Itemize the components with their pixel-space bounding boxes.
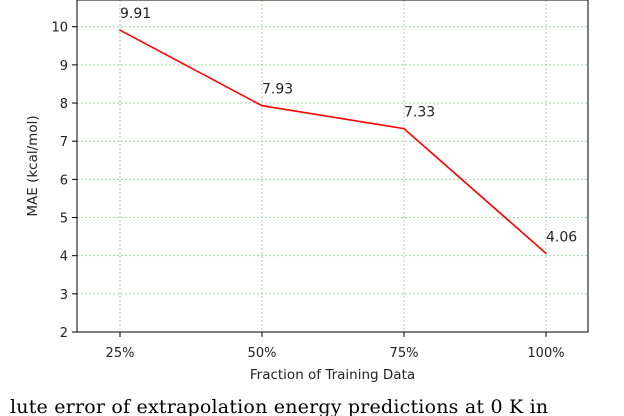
y-tick-label: 6 <box>60 173 68 188</box>
x-tick-label: 50% <box>248 346 277 361</box>
y-axis-ticks: 2 3 4 5 6 7 8 9 10 <box>51 21 77 341</box>
data-label: 7.33 <box>404 105 435 121</box>
x-axis-title: Fraction of Training Data <box>250 367 415 383</box>
x-axis-ticks: 25% 50% 75% 100% <box>106 332 565 361</box>
y-axis-title: MAE (kcal/mol) <box>25 115 41 216</box>
y-tick-label: 2 <box>60 326 68 341</box>
grid-lines <box>77 0 588 332</box>
y-tick-label: 5 <box>60 212 68 227</box>
caption-text: lute error of extrapolation energy predi… <box>10 396 549 416</box>
y-tick-label: 4 <box>60 250 68 265</box>
y-tick-label: 3 <box>60 288 68 303</box>
figure-caption: lute error of extrapolation energy predi… <box>0 384 624 416</box>
series-group <box>119 29 547 255</box>
x-tick-label: 100% <box>527 346 564 361</box>
y-tick-label: 8 <box>60 97 68 112</box>
data-point <box>261 104 263 107</box>
series-line <box>119 29 547 254</box>
mae-line-chart: 2 3 4 5 6 7 8 9 10 25% 50% 75% 100% 9.91 7.93 7.33 4.0… <box>25 0 589 383</box>
data-label: 4.06 <box>546 229 577 245</box>
y-tick-label: 7 <box>60 135 68 150</box>
data-point <box>403 127 405 130</box>
x-tick-label: 25% <box>106 346 135 361</box>
data-label: 7.93 <box>262 82 293 98</box>
y-tick-label: 9 <box>60 59 68 74</box>
plot-frame <box>76 0 589 333</box>
x-tick-label: 75% <box>390 346 419 361</box>
data-labels: 9.91 7.93 7.33 4.06 <box>120 6 577 245</box>
data-point <box>119 29 121 31</box>
y-tick-label: 10 <box>51 21 68 36</box>
data-point <box>545 252 547 255</box>
data-label: 9.91 <box>120 6 151 22</box>
